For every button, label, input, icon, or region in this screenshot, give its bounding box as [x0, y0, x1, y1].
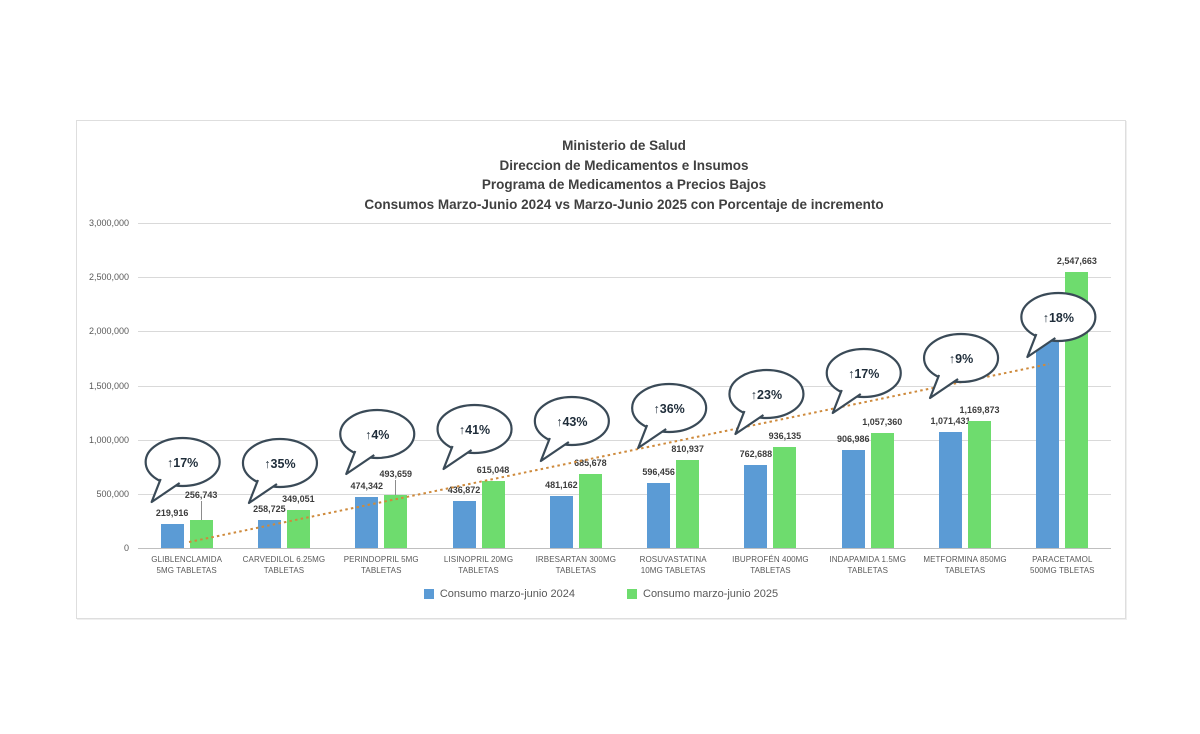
label-leader-line	[200, 501, 202, 521]
bar-2024	[939, 431, 963, 548]
bar-2024	[355, 496, 379, 548]
category-label-line: TABLETAS	[555, 565, 597, 575]
plot-area: 0 500,000 1,000,000 1,500,000 2,000,000 2,500…	[77, 121, 1125, 618]
category-label: LISINOPRIL 20MG TABLETAS	[432, 555, 525, 576]
y-axis-label: 2,500,000	[88, 272, 129, 283]
category-label: IRBESARTAN 300MG TABLETAS	[529, 555, 622, 576]
category-label-line: TABLETAS	[944, 565, 986, 575]
category-label-line: 10MG TABLETAS	[640, 565, 706, 575]
category-label: CARVEDILOL 6.25MG TABLETAS	[237, 555, 330, 576]
bar-2024	[744, 465, 768, 548]
bar-2025	[1065, 272, 1089, 548]
category-label-line: METFORMINA 850MG	[923, 555, 1007, 564]
y-axis-label: 0	[123, 543, 129, 553]
title-line-2: Direccion de Medicamentos e Insumos	[499, 157, 749, 173]
gridline	[138, 223, 1111, 224]
category-label-line: GLIBLENCLAMIDA	[151, 555, 223, 564]
legend-label-2025: Consumo marzo-junio 2025	[643, 588, 779, 600]
category-label: METFORMINA 850MG TABLETAS	[918, 555, 1011, 576]
value-label: 2,547,663	[1056, 256, 1097, 266]
category-label: INDAPAMIDA 1.5MG TABLETAS	[821, 555, 914, 576]
y-axis-label: 500,000	[96, 488, 129, 499]
value-label: 349,051	[282, 494, 315, 505]
category-label-line: TABLETAS	[360, 565, 402, 575]
gridline	[138, 439, 1111, 441]
value-label: 493,659	[379, 468, 413, 479]
category-label: PERINDOPRIL 5MG TABLETAS	[335, 555, 428, 576]
category-label-line: IRBESARTAN 300MG	[535, 555, 617, 564]
category-label-line: TABLETAS	[750, 565, 791, 575]
legend-item-2025: Consumo marzo-junio 2025	[627, 588, 778, 600]
category-label-line: CARVEDILOL 6.25MG	[242, 555, 326, 564]
value-label: 1,169,873	[959, 405, 1000, 416]
category-label-line: IBUPROFÉN 400MG	[732, 555, 809, 564]
legend-label-2024: Consumo marzo-junio 2024	[439, 588, 575, 600]
bar-2024	[841, 449, 865, 548]
value-label: 615,048	[476, 465, 510, 476]
bar-2024	[257, 519, 281, 548]
category-label-line: 5MG TABLETAS	[156, 565, 217, 575]
y-axis-label: 2,000,000	[88, 326, 129, 337]
title-line-4: Consumos Marzo-Junio 2024 vs Marzo-Junio…	[364, 196, 884, 212]
bar-2025	[870, 433, 894, 548]
legend: Consumo marzo-junio 2024 Consumo marzo-j…	[77, 588, 1125, 600]
chart-title-block: Ministerio de Salud Direccion de Medicam…	[129, 136, 1119, 214]
category-label: GLIBLENCLAMIDA 5MG TABLETAS	[140, 555, 233, 576]
legend-swatch-2025	[627, 589, 637, 599]
category-label-line: PARACETAMOL	[1032, 555, 1093, 564]
category-label: IBUPROFÉN 400MG TABLETAS	[724, 555, 817, 576]
category-label-line: TABLETAS	[263, 565, 305, 575]
gridline	[138, 385, 1111, 387]
legend-swatch-2024	[423, 589, 434, 599]
y-axis-label: 3,000,000	[88, 218, 129, 228]
title-line-1: Ministerio de Salud	[562, 138, 686, 153]
gridline	[138, 548, 1111, 549]
category-label-line: PERINDOPRIL 5MG	[343, 555, 419, 564]
y-axis-label: 1,500,000	[88, 380, 129, 391]
y-axis-label: 1,000,000	[88, 434, 129, 445]
category-label-line: LISINOPRIL 20MG	[443, 555, 514, 564]
bar-2025	[189, 520, 213, 548]
category-label-line: 500MG TBLETAS	[1030, 565, 1095, 575]
legend-item-2024: Consumo marzo-junio 2024	[423, 588, 575, 600]
label-leader-line	[395, 479, 397, 495]
category-label-line: INDAPAMIDA 1.5MG	[829, 555, 907, 564]
bar-2025	[676, 460, 700, 548]
title-line-3: Programa de Medicamentos a Precios Bajos	[481, 177, 767, 192]
bar-2025	[286, 510, 310, 548]
gridline	[138, 277, 1111, 279]
bar-2024	[549, 495, 573, 548]
bar-2025	[384, 494, 408, 548]
value-label: 256,743	[184, 490, 218, 501]
value-label: 219,916	[155, 508, 189, 519]
bar-2024	[160, 524, 184, 548]
bar-2024	[452, 500, 476, 548]
bar-2025	[578, 473, 602, 548]
chart-frame: Ministerio de Salud Direccion de Medicam…	[76, 120, 1126, 619]
bar-2024	[647, 483, 671, 548]
value-label: 685,678	[574, 457, 607, 468]
bar-2025	[968, 421, 992, 548]
category-label-line: ROSUVASTATINA	[639, 555, 707, 564]
category-label-line: TABLETAS	[847, 565, 888, 575]
bar-2025	[481, 481, 505, 548]
category-label-line: TABLETAS	[458, 565, 499, 575]
bar-2024	[1036, 314, 1060, 548]
category-label: PARACETAMOL 500MG TBLETAS	[1016, 555, 1109, 576]
category-label: ROSUVASTATINA 10MG TABLETAS	[627, 555, 720, 576]
gridline	[138, 331, 1111, 333]
bar-2025	[773, 446, 797, 548]
